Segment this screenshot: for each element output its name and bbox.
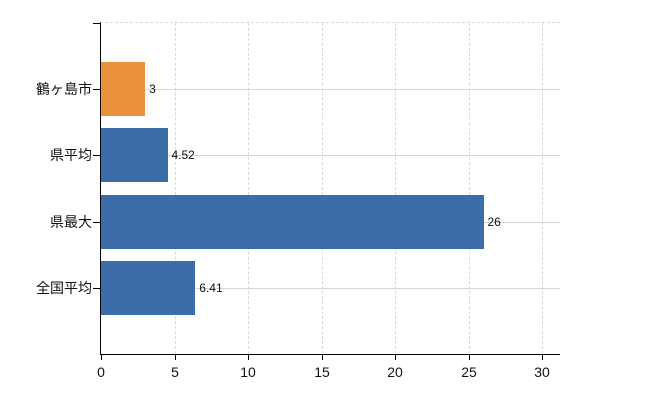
horizontal-gridline [101,89,560,90]
x-tick-label: 0 [97,364,105,380]
y-axis-tick [93,23,100,24]
bar-value-label: 26 [487,215,501,229]
category-label: 鶴ヶ島市 [36,81,92,97]
y-axis-tick [93,222,100,223]
x-tick-label: 15 [314,364,330,380]
x-tick-label: 10 [240,364,256,380]
y-axis-tick [93,155,100,156]
x-axis-tick [101,355,102,360]
bar [101,261,196,315]
horizontal-gridline [101,155,560,156]
x-axis-tick [175,355,176,360]
x-axis-tick [542,355,543,360]
category-label: 県最大 [50,214,92,230]
x-tick-label: 25 [461,364,477,380]
vertical-gridline [542,23,543,354]
x-axis-tick [322,355,323,360]
x-tick-label: 20 [387,364,403,380]
bar [101,62,146,116]
y-axis-tick [93,288,100,289]
vertical-gridline [395,23,396,354]
y-axis-tick [93,89,100,90]
x-tick-label: 5 [171,364,179,380]
bar-value-label: 3 [149,82,156,96]
bar-value-label: 6.41 [199,281,223,295]
plot-area: 0 5 10 15 20 25 30 鶴ヶ島市 3 県平均 4.52 県最大 26 全国平均 6.41 [36,22,560,380]
bar [101,128,168,182]
x-axis-tick [248,355,249,360]
bar [101,195,484,249]
vertical-gridline [322,23,323,354]
vertical-gridline [469,23,470,354]
vertical-gridline [248,23,249,354]
category-label: 県平均 [50,147,92,163]
horizontal-gridline [101,288,560,289]
bar-value-label: 4.52 [171,148,195,162]
x-axis-tick [469,355,470,360]
x-axis-tick [395,355,396,360]
x-tick-label: 30 [534,364,550,380]
category-label: 全国平均 [36,280,92,296]
vertical-gridline [175,23,176,354]
